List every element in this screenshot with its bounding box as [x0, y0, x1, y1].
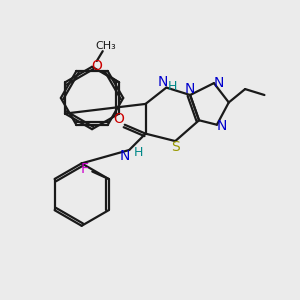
Text: N: N — [217, 119, 227, 133]
Text: N: N — [158, 75, 168, 89]
Text: N: N — [119, 149, 130, 163]
Text: N: N — [185, 82, 195, 96]
Text: O: O — [113, 112, 124, 126]
Text: H: H — [168, 80, 178, 93]
Text: O: O — [91, 59, 102, 73]
Text: N: N — [214, 76, 224, 90]
Text: CH₃: CH₃ — [95, 41, 116, 51]
Text: F: F — [80, 162, 88, 176]
Text: H: H — [134, 146, 143, 159]
Text: S: S — [171, 140, 180, 154]
